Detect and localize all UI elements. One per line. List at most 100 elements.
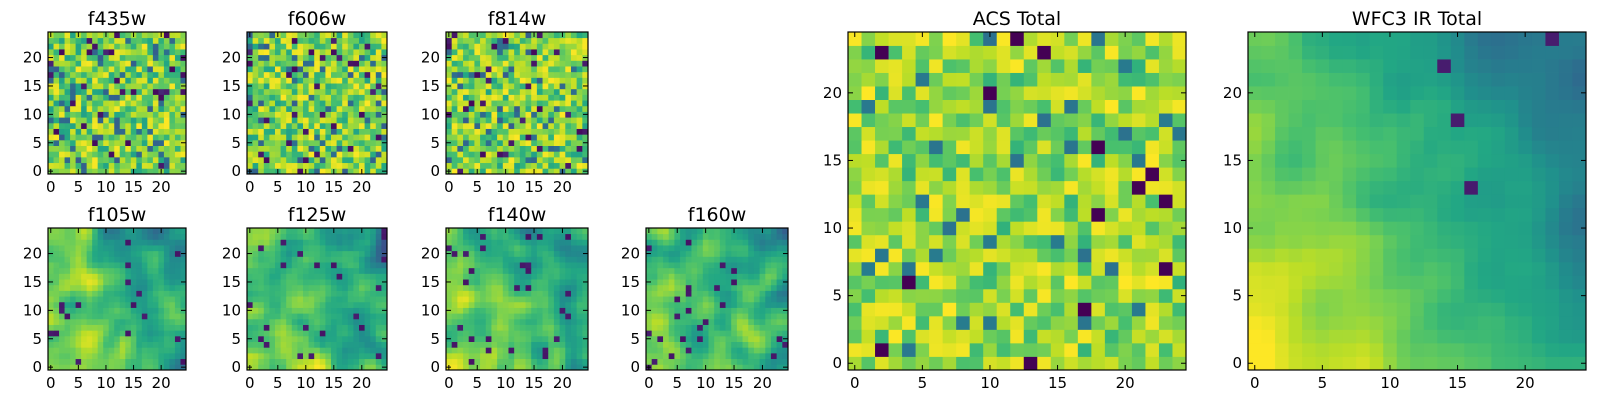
heatmap-cell bbox=[1037, 356, 1052, 371]
heatmap-cell bbox=[125, 335, 132, 342]
heatmap-cell bbox=[446, 162, 453, 169]
heatmap-cell bbox=[81, 122, 88, 129]
heatmap-cell bbox=[742, 324, 749, 331]
heatmap-cell bbox=[725, 301, 732, 308]
heatmap-cell bbox=[1010, 207, 1025, 222]
heatmap-cell bbox=[451, 273, 458, 280]
heatmap-cell bbox=[536, 313, 543, 320]
heatmap-cell bbox=[468, 156, 475, 164]
heatmap-cell bbox=[158, 83, 165, 90]
heatmap-cell bbox=[114, 162, 121, 169]
heatmap-cell bbox=[1064, 329, 1079, 344]
heatmap-cell bbox=[942, 234, 957, 249]
heatmap-cell bbox=[81, 233, 88, 240]
heatmap-cell bbox=[497, 32, 504, 39]
heatmap-cell bbox=[582, 284, 589, 291]
heatmap-cell bbox=[929, 288, 944, 303]
heatmap-cell bbox=[491, 347, 498, 354]
heatmap-cell bbox=[252, 43, 259, 50]
heatmap-cell bbox=[119, 83, 126, 90]
heatmap-cell bbox=[685, 318, 692, 325]
heatmap-cell bbox=[331, 156, 337, 164]
heatmap-cell bbox=[875, 180, 889, 195]
heatmap-cell bbox=[742, 279, 749, 286]
heatmap-cell bbox=[319, 156, 326, 164]
heatmap-cell bbox=[1104, 329, 1119, 344]
heatmap-cell bbox=[474, 358, 481, 365]
heatmap-cell bbox=[108, 162, 115, 169]
heatmap-cell bbox=[663, 290, 670, 297]
heatmap-cell bbox=[668, 335, 675, 342]
heatmap-cell bbox=[457, 32, 464, 39]
heatmap-cell bbox=[691, 256, 698, 263]
heatmap-cell bbox=[531, 273, 538, 280]
heatmap-cell bbox=[336, 290, 343, 297]
heatmap-cell bbox=[702, 233, 709, 240]
heatmap-cell bbox=[474, 100, 481, 107]
heatmap-cell bbox=[1050, 153, 1065, 168]
heatmap-cell bbox=[53, 335, 60, 342]
heatmap-cell bbox=[714, 262, 721, 269]
heatmap-cell bbox=[103, 335, 110, 342]
heatmap-cell bbox=[119, 318, 126, 325]
heatmap-cell bbox=[174, 122, 181, 129]
heatmap-cell bbox=[364, 358, 371, 365]
heatmap-cell bbox=[525, 324, 532, 331]
heatmap-cell bbox=[519, 352, 526, 360]
heatmap-cell bbox=[158, 347, 165, 354]
heatmap-cell bbox=[308, 352, 315, 360]
heatmap-cell bbox=[446, 66, 453, 73]
heatmap-cell bbox=[508, 279, 515, 286]
x-tick-label: 0 bbox=[644, 374, 654, 392]
heatmap-cell bbox=[565, 71, 572, 78]
heatmap-cell bbox=[158, 335, 165, 342]
heatmap-cell bbox=[525, 358, 532, 365]
heatmap-cell bbox=[163, 262, 170, 269]
heatmap-cell bbox=[668, 358, 675, 365]
heatmap-cell bbox=[702, 262, 709, 269]
heatmap-cell bbox=[451, 77, 458, 84]
heatmap-cell bbox=[375, 71, 382, 78]
heatmap-cell bbox=[364, 83, 371, 90]
heatmap-cell bbox=[1077, 288, 1092, 303]
heatmap-cell bbox=[915, 167, 930, 182]
heatmap-cell bbox=[347, 49, 354, 56]
heatmap-cell bbox=[770, 318, 778, 325]
heatmap-cell bbox=[542, 117, 549, 124]
heatmap-cell bbox=[902, 302, 916, 317]
heatmap-cell bbox=[108, 100, 115, 107]
heatmap-cell bbox=[97, 83, 104, 90]
heatmap-cell bbox=[359, 313, 365, 320]
heatmap-cell bbox=[753, 307, 760, 314]
heatmap-cell bbox=[308, 250, 315, 257]
heatmap-cell bbox=[158, 156, 165, 164]
heatmap-cell bbox=[275, 313, 281, 320]
heatmap-cell bbox=[174, 105, 181, 112]
heatmap-cell bbox=[714, 267, 721, 274]
heatmap-cell bbox=[342, 330, 349, 337]
heatmap-cell bbox=[508, 290, 515, 297]
heatmap-cell bbox=[748, 358, 755, 365]
heatmap-cell bbox=[553, 49, 560, 56]
heatmap-cell bbox=[651, 296, 658, 303]
heatmap-cell bbox=[983, 288, 998, 303]
heatmap-cell bbox=[1145, 356, 1160, 371]
heatmap-cell bbox=[657, 352, 664, 360]
heatmap-cell bbox=[969, 342, 984, 357]
heatmap-cell bbox=[942, 194, 957, 209]
heatmap-cell bbox=[983, 302, 998, 317]
heatmap-cell bbox=[147, 324, 154, 331]
heatmap-cell bbox=[258, 301, 265, 308]
heatmap-cell bbox=[359, 49, 365, 56]
heatmap-cell bbox=[114, 324, 121, 331]
heatmap-cell bbox=[152, 83, 159, 90]
heatmap-cell bbox=[269, 284, 276, 291]
heatmap-cell bbox=[1023, 315, 1038, 330]
heatmap-cell bbox=[553, 94, 560, 101]
x-tick-label: 5 bbox=[472, 178, 482, 196]
heatmap-cell bbox=[297, 301, 304, 308]
heatmap-cell bbox=[180, 49, 187, 56]
heatmap-cell bbox=[1010, 275, 1025, 290]
heatmap-cell bbox=[748, 352, 755, 360]
heatmap-cell bbox=[136, 250, 143, 257]
